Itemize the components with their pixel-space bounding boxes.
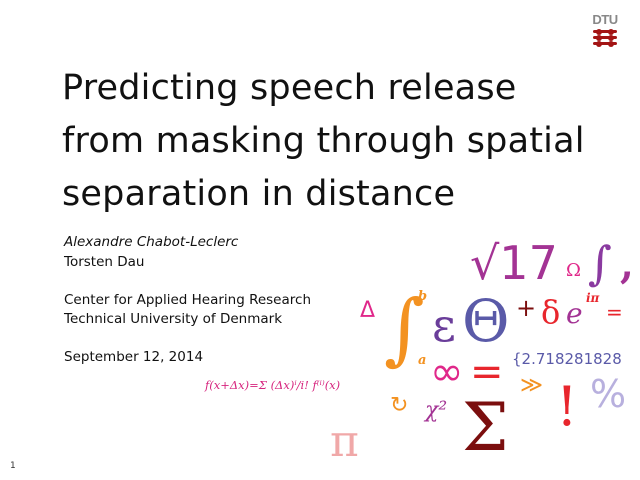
- integral-glyph: ∫: [384, 284, 425, 374]
- pi-glyph: π: [330, 416, 359, 467]
- slide-title: Predicting speech release from masking t…: [62, 62, 585, 221]
- presentation-date: September 12, 2014: [64, 349, 204, 365]
- percent-glyph: %: [590, 372, 627, 416]
- sqrt17-glyph: √17: [470, 236, 558, 290]
- taylor-formula: f(x+Δx)=Σ (Δx)ⁱ/i! f⁽ⁱ⁾(x): [205, 378, 341, 392]
- author-2: Torsten Dau: [64, 254, 145, 270]
- dtu-logo: DTU: [590, 12, 620, 47]
- sigma-glyph: Σ: [462, 389, 509, 466]
- delta-glyph: Δ: [360, 298, 376, 323]
- infinity-glyph: ∞: [430, 349, 464, 395]
- plus-glyph: +: [516, 294, 537, 322]
- exclamation-glyph: !: [556, 375, 578, 438]
- equals-glyph: =: [470, 349, 504, 395]
- title-line: from masking through spatial: [62, 121, 585, 161]
- omega-glyph: Ω: [566, 260, 581, 281]
- epsilon-glyph: ε: [432, 298, 456, 352]
- affiliation-university: Technical University of Denmark: [64, 311, 283, 327]
- small-delta-glyph: δ: [541, 293, 561, 331]
- arrow-glyph: ↻: [390, 393, 409, 418]
- title-line: separation in distance: [62, 174, 456, 214]
- page-number: 1: [10, 461, 16, 471]
- guillemet-glyph: ≫: [520, 373, 544, 398]
- upper-bound-glyph: b: [418, 289, 428, 304]
- comma-glyph: ,: [620, 241, 634, 288]
- e-glyph: e: [566, 297, 583, 330]
- lower-bound-glyph: a: [418, 353, 427, 368]
- chi-squared-glyph: χ²: [425, 398, 448, 423]
- logo-text: DTU: [592, 12, 618, 27]
- equals2-glyph: =: [606, 300, 623, 324]
- integral2-glyph: ∫: [588, 236, 612, 290]
- theta-glyph: Θ: [462, 287, 510, 355]
- affiliation-center: Center for Applied Hearing Research: [64, 292, 311, 308]
- ipi-glyph: iπ: [586, 291, 600, 305]
- euler-number: {2.718281828: [512, 350, 622, 368]
- author-1: Alexandre Chabot-Leclerc: [64, 234, 239, 250]
- title-line: Predicting speech release: [62, 68, 517, 108]
